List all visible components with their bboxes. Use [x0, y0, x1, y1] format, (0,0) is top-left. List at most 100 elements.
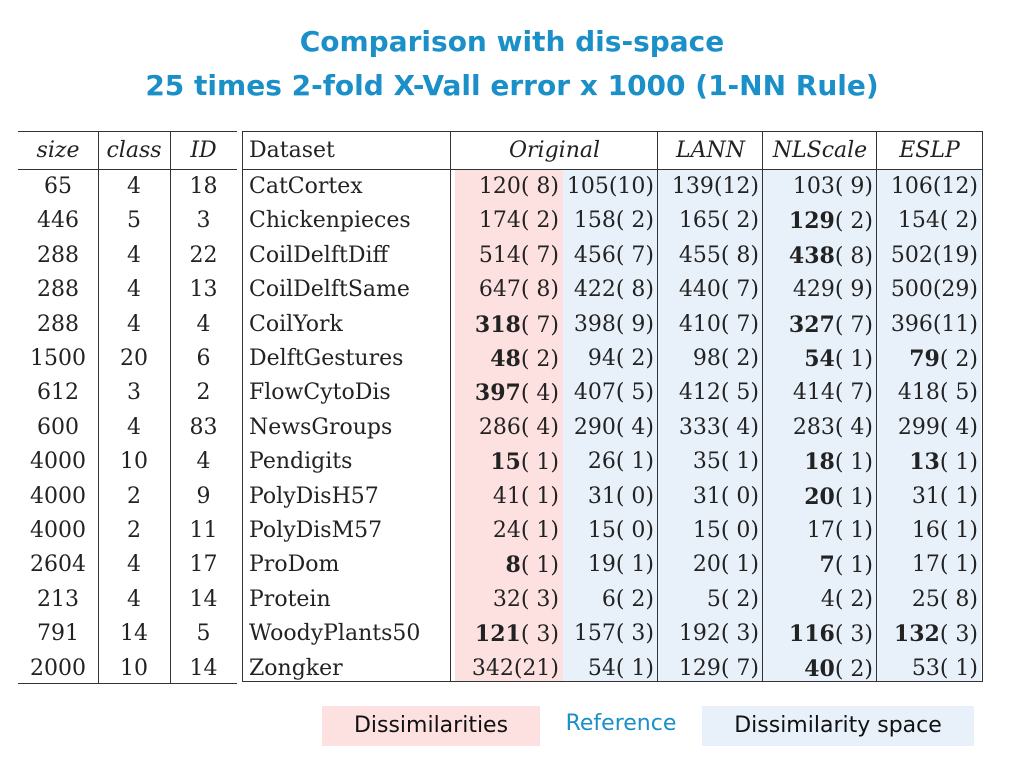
error-value: 4 [820, 586, 835, 612]
eslp-header: ESLP [899, 138, 960, 163]
reference-legend: Reference [565, 711, 677, 736]
error-value: 396 [890, 311, 933, 337]
std-value: ( 1) [615, 552, 654, 578]
std-value: ( 1) [720, 449, 759, 475]
original-cell: 48( 2) [451, 342, 563, 376]
lann-cell: 412( 5) [658, 376, 763, 410]
id-cell: 9 [196, 483, 211, 509]
dataset-info-table: size class ID 65 4 18 446 5 3 288 4 22 288 4 13 288 4… [18, 131, 237, 684]
lann-cell: 139(12) [658, 170, 763, 204]
error-value: 103 [792, 174, 835, 199]
std-value: ( 1) [939, 552, 978, 578]
meta-row: 288 4 4 [18, 308, 237, 342]
error-value: 106 [890, 174, 933, 199]
size-cell: 288 [37, 277, 79, 303]
std-value: (21) [513, 655, 559, 681]
error-value: 53 [911, 655, 940, 681]
column-divider [762, 132, 763, 681]
id-cell: 5 [196, 621, 211, 647]
std-value: ( 2) [615, 208, 654, 234]
class-cell: 4 [127, 277, 141, 303]
meta-row: 65 4 18 [18, 170, 237, 204]
std-value: ( 0) [720, 518, 759, 543]
std-value: ( 3) [520, 586, 559, 612]
error-value: 333 [678, 414, 721, 440]
std-value: ( 4) [720, 414, 759, 440]
table-row: CatCortex 120( 8) 105(10) 139(12) 103( 9) 106… [243, 170, 982, 204]
size-cell: 4000 [30, 449, 86, 475]
error-value: 40 [804, 655, 835, 682]
id-cell: 11 [189, 518, 218, 543]
slide-subtitle: 25 times 2-fold X-Vall error x 1000 (1-N… [145, 69, 879, 102]
std-value: ( 8) [939, 586, 978, 612]
lann-cell: 5( 2) [658, 583, 763, 617]
nlscale-cell: 429( 9) [763, 273, 877, 307]
std-value: ( 4) [834, 414, 873, 440]
dissimilarity-space-highlight [563, 170, 981, 681]
nlscale-cell: 17( 1) [763, 514, 877, 548]
dataset-name: CoilDelftDiff [249, 242, 389, 268]
meta-row: 2604 4 17 [18, 548, 237, 582]
dataset-header: Dataset [249, 138, 335, 163]
header-divider [18, 169, 237, 170]
std-value: ( 2) [834, 586, 873, 612]
table-row: FlowCytoDis 397( 4) 407( 5) 412( 5) 414( 7) 4… [243, 376, 982, 410]
meta-header-row: size class ID [18, 132, 237, 169]
error-value: 647 [478, 277, 521, 303]
size-cell: 288 [37, 242, 79, 268]
reference-cell: 54( 1) [563, 652, 658, 686]
lann-cell: 333( 4) [658, 411, 763, 445]
error-value: 158 [573, 208, 616, 234]
main-header-row: Dataset Original LANN NLScale ESLP [243, 132, 982, 169]
eslp-cell: 396(11) [877, 308, 982, 342]
dataset-name: WoodyPlants50 [249, 621, 421, 647]
error-value: 120 [478, 174, 521, 199]
eslp-cell: 418( 5) [877, 376, 982, 410]
lann-cell: 165( 2) [658, 204, 763, 238]
error-value: 15 [692, 518, 721, 543]
error-value: 192 [678, 621, 721, 647]
dataset-name: FlowCytoDis [249, 380, 391, 406]
nlscale-cell: 54( 1) [763, 342, 877, 376]
lann-cell: 31( 0) [658, 480, 763, 514]
class-cell: 4 [127, 414, 141, 440]
error-value: 54 [587, 655, 616, 681]
std-value: ( 1) [615, 449, 654, 475]
std-value: ( 2) [720, 586, 759, 612]
meta-row: 4000 2 11 [18, 514, 237, 548]
error-value: 35 [692, 449, 721, 475]
table-row: CoilYork 318( 7) 398( 9) 410( 7) 327( 7) 396(… [243, 308, 982, 342]
error-value: 129 [678, 655, 721, 681]
std-value: ( 1) [834, 450, 873, 476]
std-value: ( 2) [615, 346, 654, 371]
std-value: ( 3) [520, 622, 559, 648]
meta-row: 791 14 5 [18, 617, 237, 651]
table-row: ProDom 8( 1) 19( 1) 20( 1) 7( 1) 17( 1) [243, 548, 982, 582]
error-value: 105 [566, 174, 609, 199]
eslp-cell: 53( 1) [877, 652, 982, 686]
std-value: ( 7) [720, 655, 759, 681]
size-cell: 600 [37, 414, 79, 440]
std-value: ( 9) [615, 311, 654, 337]
std-value: ( 2) [939, 208, 978, 234]
error-value: 16 [911, 518, 940, 543]
class-cell: 10 [120, 655, 148, 681]
meta-row: 446 5 3 [18, 204, 237, 238]
table-row: Pendigits 15( 1) 26( 1) 35( 1) 18( 1) 13( 1) [243, 445, 982, 479]
error-value: 26 [587, 449, 616, 475]
std-value: ( 1) [834, 347, 873, 372]
error-value: 412 [678, 380, 721, 406]
header-divider [243, 169, 982, 170]
nlscale-cell: 116( 3) [763, 617, 877, 651]
error-value: 8 [505, 552, 521, 579]
std-value: ( 2) [939, 347, 978, 372]
reference-cell: 456( 7) [563, 239, 658, 273]
dataset-name: Protein [249, 586, 331, 612]
eslp-cell: 154( 2) [877, 204, 982, 238]
std-value: ( 1) [520, 483, 559, 509]
error-value: 13 [909, 449, 940, 476]
std-value: ( 0) [615, 483, 654, 509]
class-cell: 14 [120, 621, 148, 647]
reference-cell: 31( 0) [563, 480, 658, 514]
std-value: ( 4) [520, 414, 559, 440]
